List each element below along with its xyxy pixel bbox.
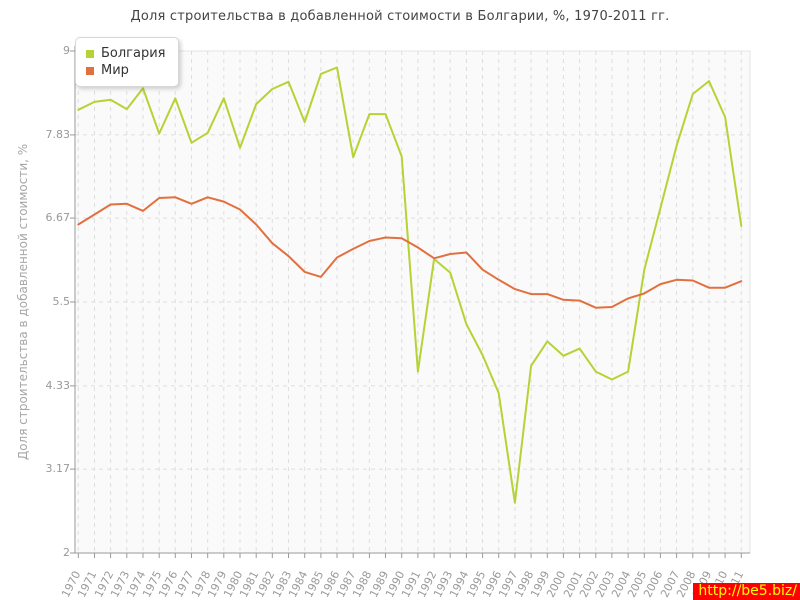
series-line-bulgaria — [77, 66, 743, 504]
series-line-world — [77, 196, 743, 309]
y-tick-label: 2 — [63, 546, 70, 559]
legend-item-world[interactable]: Мир — [86, 63, 166, 78]
y-tick-label: 6.67 — [45, 211, 71, 224]
legend-marker-world-icon — [86, 66, 94, 75]
y-tick-label: 5.5 — [52, 295, 71, 308]
y-tick-label: 4.33 — [45, 379, 71, 392]
legend-label-world: Мир — [101, 63, 129, 78]
legend-item-bulgaria[interactable]: Болгария — [86, 46, 166, 61]
watermark-link[interactable]: http://be5.biz/ — [693, 583, 800, 600]
legend-marker-bulgaria-icon — [86, 49, 94, 58]
y-axis-title: Доля строительства в добавленной стоимос… — [16, 143, 30, 461]
y-tick-label: 7.83 — [45, 128, 71, 141]
y-tick-label: 9 — [63, 44, 70, 57]
legend: Болгария Мир — [75, 37, 179, 87]
legend-label-bulgaria: Болгария — [101, 46, 166, 61]
y-tick-label: 3.17 — [45, 462, 71, 475]
chart-title: Доля строительства в добавленной стоимос… — [130, 9, 670, 24]
